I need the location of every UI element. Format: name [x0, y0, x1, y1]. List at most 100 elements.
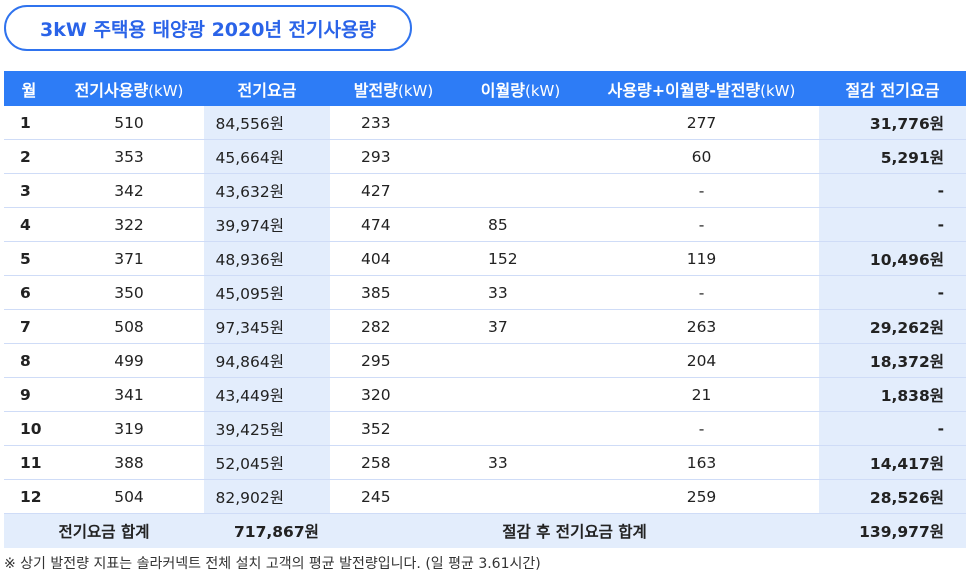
cell-net: 204 — [584, 343, 819, 378]
total-savings-value: 139,977원 — [819, 513, 966, 548]
cell-net: - — [584, 207, 819, 242]
cell-generation: 474 — [330, 207, 457, 242]
cell-fee: 45,095원 — [204, 275, 330, 310]
cell-carryover: 33 — [457, 275, 584, 310]
cell-carryover — [457, 411, 584, 446]
header-carryover: 이월량(kW) — [457, 71, 584, 106]
cell-usage: 388 — [54, 445, 204, 480]
cell-month: 8 — [4, 343, 54, 378]
cell-usage: 322 — [54, 207, 204, 242]
table-row: 7 508 97,345원 282 37 263 29,262원 — [4, 309, 966, 344]
cell-savings: 1,838원 — [819, 377, 966, 412]
cell-generation: 404 — [330, 241, 457, 276]
cell-carryover: 152 — [457, 241, 584, 276]
cell-usage: 353 — [54, 139, 204, 174]
table-title: 3kW 주택용 태양광 2020년 전기사용량 — [4, 5, 412, 51]
header-savings: 절감 전기요금 — [819, 71, 966, 106]
cell-savings: 14,417원 — [819, 445, 966, 480]
cell-month: 1 — [4, 106, 54, 140]
table-row: 1 510 84,556원 233 277 31,776원 — [4, 106, 966, 140]
cell-net: 163 — [584, 445, 819, 480]
total-savings-label: 절감 후 전기요금 합계 — [330, 513, 819, 548]
cell-net: - — [584, 173, 819, 208]
cell-usage: 350 — [54, 275, 204, 310]
cell-carryover — [457, 173, 584, 208]
cell-fee: 43,632원 — [204, 173, 330, 208]
cell-fee: 48,936원 — [204, 241, 330, 276]
table-row: 3 342 43,632원 427 - - — [4, 173, 966, 208]
cell-savings: - — [819, 275, 966, 310]
cell-fee: 39,425원 — [204, 411, 330, 446]
cell-carryover — [457, 106, 584, 140]
cell-savings: - — [819, 173, 966, 208]
cell-savings: 5,291원 — [819, 139, 966, 174]
table-row: 6 350 45,095원 385 33- - — [4, 275, 966, 310]
cell-savings: - — [819, 207, 966, 242]
cell-month: 9 — [4, 377, 54, 412]
cell-carryover — [457, 377, 584, 412]
cell-fee: 94,864원 — [204, 343, 330, 378]
cell-month: 12 — [4, 479, 54, 514]
cell-month: 3 — [4, 173, 54, 208]
cell-net: - — [584, 411, 819, 446]
table-row: 4 322 39,974원 474 85- - — [4, 207, 966, 242]
cell-usage: 504 — [54, 479, 204, 514]
cell-fee: 43,449원 — [204, 377, 330, 412]
cell-fee: 52,045원 — [204, 445, 330, 480]
table-row: 9 341 43,449원 320 21 1,838원 — [4, 377, 966, 412]
cell-savings: 10,496원 — [819, 241, 966, 276]
cell-fee: 45,664원 — [204, 139, 330, 174]
cell-savings: 31,776원 — [819, 106, 966, 140]
cell-fee: 82,902원 — [204, 479, 330, 514]
cell-generation: 295 — [330, 343, 457, 378]
cell-usage: 510 — [54, 106, 204, 140]
cell-month: 7 — [4, 309, 54, 344]
cell-fee: 84,556원 — [204, 106, 330, 140]
cell-generation: 245 — [330, 479, 457, 514]
cell-carryover: 33 — [457, 445, 584, 480]
table-row: 8 499 94,864원 295 204 18,372원 — [4, 343, 966, 378]
cell-usage: 342 — [54, 173, 204, 208]
cell-net: 259 — [584, 479, 819, 514]
title-text: 3kW 주택용 태양광 2020년 전기사용량 — [40, 18, 376, 41]
header-net: 사용량+이월량-발전량(kW) — [584, 71, 819, 106]
cell-savings: 29,262원 — [819, 309, 966, 344]
cell-usage: 508 — [54, 309, 204, 344]
cell-generation: 320 — [330, 377, 457, 412]
cell-month: 4 — [4, 207, 54, 242]
cell-carryover — [457, 343, 584, 378]
cell-generation: 258 — [330, 445, 457, 480]
cell-generation: 293 — [330, 139, 457, 174]
cell-net: 263 — [584, 309, 819, 344]
cell-carryover: 37 — [457, 309, 584, 344]
cell-month: 5 — [4, 241, 54, 276]
cell-generation: 352 — [330, 411, 457, 446]
cell-usage: 319 — [54, 411, 204, 446]
cell-net: - — [584, 275, 819, 310]
cell-net: 277 — [584, 106, 819, 140]
cell-usage: 371 — [54, 241, 204, 276]
electricity-usage-table: 월 전기사용량(kW) 전기요금 발전량(kW) 이월량(kW) 사용량+이월량… — [4, 71, 966, 548]
cell-fee: 39,974원 — [204, 207, 330, 242]
table-row: 11 388 52,045원 258 33 163 14,417원 — [4, 445, 966, 480]
total-fee-value: 717,867원 — [204, 513, 330, 548]
cell-generation: 282 — [330, 309, 457, 344]
header-month: 월 — [4, 71, 54, 106]
cell-savings: 18,372원 — [819, 343, 966, 378]
cell-month: 6 — [4, 275, 54, 310]
cell-usage: 341 — [54, 377, 204, 412]
total-fee-label: 전기요금 합계 — [4, 513, 204, 548]
header-row: 월 전기사용량(kW) 전기요금 발전량(kW) 이월량(kW) 사용량+이월량… — [4, 71, 966, 106]
cell-generation: 233 — [330, 106, 457, 140]
cell-net: 60 — [584, 139, 819, 174]
cell-month: 11 — [4, 445, 54, 480]
header-usage: 전기사용량(kW) — [54, 71, 204, 106]
cell-savings: - — [819, 411, 966, 446]
cell-savings: 28,526원 — [819, 479, 966, 514]
table-row: 2 353 45,664원 293 60 5,291원 — [4, 139, 966, 174]
totals-row: 전기요금 합계 717,867원 절감 후 전기요금 합계 139,977원 — [4, 513, 966, 548]
cell-month: 2 — [4, 139, 54, 174]
cell-generation: 427 — [330, 173, 457, 208]
header-generation: 발전량(kW) — [330, 71, 457, 106]
header-fee: 전기요금 — [204, 71, 330, 106]
